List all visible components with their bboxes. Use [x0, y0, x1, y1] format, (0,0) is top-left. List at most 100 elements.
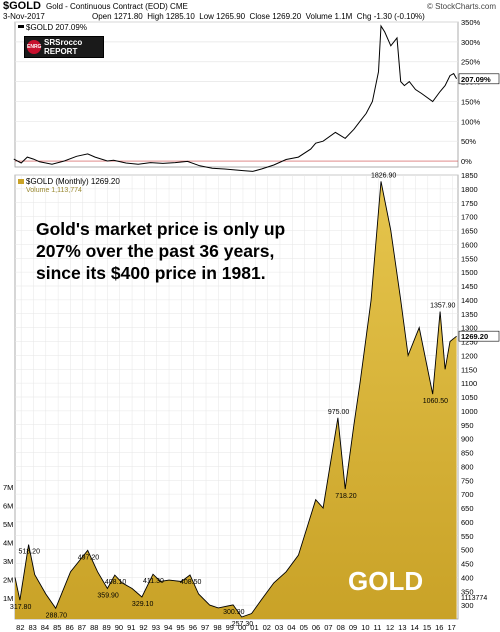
x-tick-label: 93 [152, 623, 160, 632]
bottom-y-tick-label: 1850 [461, 171, 478, 180]
change-value: -1.30 (-0.10%) [373, 12, 425, 21]
x-tick-label: 95 [176, 623, 184, 632]
high-value: 1285.10 [165, 12, 195, 21]
bottom-y-tick-label: 1000 [461, 407, 478, 416]
x-tick-label: 13 [398, 623, 406, 632]
srsrocco-logo: ENRG SRSrocco REPORT [24, 36, 104, 58]
x-tick-label: 91 [127, 623, 135, 632]
x-tick-label: 85 [53, 623, 61, 632]
bottom-y-tick-label: 600 [461, 518, 474, 527]
bottom-y-tick-label: 1550 [461, 254, 478, 263]
bottom-y-tick-label: 1350 [461, 310, 478, 319]
logo-badge: ENRG [27, 40, 41, 54]
bottom-y-tick-label: 1650 [461, 227, 478, 236]
price-annotation: 408.50 [180, 579, 202, 586]
x-tick-label: 00 [238, 623, 246, 632]
top-y-tick-label: 150% [461, 97, 481, 106]
x-tick-label: 84 [41, 623, 49, 632]
top-y-tick-label: 50% [461, 137, 476, 146]
price-annotation: 300.90 [223, 609, 245, 616]
bottom-y-tick-label: 1250 [461, 338, 478, 347]
x-tick-label: 99 [226, 623, 234, 632]
x-tick-label: 96 [189, 623, 197, 632]
bottom-y-tick-label: 1800 [461, 185, 478, 194]
change-label: Chg [356, 12, 372, 21]
bottom-y-tick-label: 1500 [461, 268, 478, 277]
top-y-tick-label: 100% [461, 117, 481, 126]
top-last-value-box [458, 73, 500, 85]
x-tick-label: 03 [275, 623, 283, 632]
x-tick-label: 02 [263, 623, 271, 632]
top-y-tick-label: 350% [461, 18, 481, 27]
bottom-y-tick-label: 1750 [461, 199, 478, 208]
bottom-y-tick-label: 950 [461, 421, 474, 430]
chart-header: $GOLD Gold - Continuous Contract (EOD) C… [0, 0, 500, 22]
x-tick-label: 09 [349, 623, 357, 632]
open-value: 1271.80 [113, 12, 143, 21]
bottom-y-tick-label: 500 [461, 546, 474, 555]
price-annotation: 408.10 [105, 579, 127, 586]
close-value: 1269.20 [272, 12, 302, 21]
low-label: Low [199, 12, 214, 21]
top-y-tick-label: 300% [461, 38, 481, 47]
x-tick-label: 98 [213, 623, 221, 632]
x-tick-label: 08 [337, 623, 345, 632]
high-label: High [147, 12, 164, 21]
x-tick-label: 92 [139, 623, 147, 632]
bottom-y-tick-label: 700 [461, 490, 474, 499]
x-tick-label: 88 [90, 623, 98, 632]
bottom-y-tick-label: 750 [461, 476, 474, 485]
annotation-line-3: since its $400 price in 1981. [36, 263, 266, 283]
volume-value: 1.1M [334, 12, 353, 21]
open-label: Open [92, 12, 112, 21]
source-credit[interactable]: © StockCharts.com [426, 2, 496, 11]
price-area-fill [15, 181, 457, 619]
x-tick-label: 97 [201, 623, 209, 632]
volume-tick-label: 3M [3, 557, 13, 566]
annotation-line-1: Gold's market price is only up [36, 219, 286, 239]
x-tick-label: 12 [386, 623, 394, 632]
bottom-y-tick-label: 1400 [461, 296, 478, 305]
contract-description: Gold - Continuous Contract (EOD) CME [46, 2, 188, 11]
logo-line-2: REPORT [44, 47, 78, 56]
x-tick-label: 14 [410, 623, 418, 632]
top-y-tick-label: 0% [461, 157, 472, 166]
volume-last-value-label: 1113774 [461, 595, 487, 602]
bottom-y-tick-label: 1600 [461, 240, 478, 249]
x-tick-label: 06 [312, 623, 320, 632]
x-tick-label: 82 [16, 623, 24, 632]
low-value: 1265.90 [216, 12, 246, 21]
price-annotation: 1357.90 [430, 303, 455, 310]
top-performance-line [13, 24, 458, 172]
bottom-y-tick-label: 1150 [461, 365, 477, 374]
bottom-y-tick-label: 350 [461, 587, 474, 596]
bottom-y-tick-label: 1100 [461, 379, 477, 388]
quote-summary: Open 1271.80 High 1285.10 Low 1265.90 Cl… [92, 12, 425, 21]
price-annotation: 359.90 [97, 593, 119, 600]
x-tick-label: 87 [78, 623, 86, 632]
price-annotation: 518.20 [19, 549, 41, 556]
bottom-y-tick-label: 550 [461, 532, 474, 541]
bottom-y-tick-label: 300 [461, 601, 474, 610]
volume-tick-label: 6M [3, 502, 13, 511]
volume-tick-label: 7M [3, 483, 13, 492]
top-legend-swatch [18, 25, 24, 28]
volume-tick-label: 4M [3, 539, 13, 548]
bottom-last-value-box [458, 330, 500, 342]
bottom-y-tick-label: 900 [461, 435, 474, 444]
bottom-y-tick-label: 800 [461, 462, 474, 471]
x-tick-label: 04 [287, 623, 295, 632]
price-annotation: 411.30 [143, 578, 164, 585]
quote-date: 3-Nov-2017 [3, 12, 45, 21]
x-tick-label: 11 [374, 623, 382, 632]
bottom-y-tick-label: 850 [461, 449, 474, 458]
x-tick-label: 17 [447, 623, 455, 632]
price-annotation: 329.10 [132, 601, 154, 608]
bottom-y-tick-label: 450 [461, 560, 474, 569]
x-tick-label: 83 [28, 623, 36, 632]
gold-watermark: GOLD [348, 566, 424, 596]
bottom-y-tick-label: 400 [461, 573, 474, 582]
price-annotation: 288.70 [46, 612, 68, 619]
x-tick-label: 89 [102, 623, 110, 632]
